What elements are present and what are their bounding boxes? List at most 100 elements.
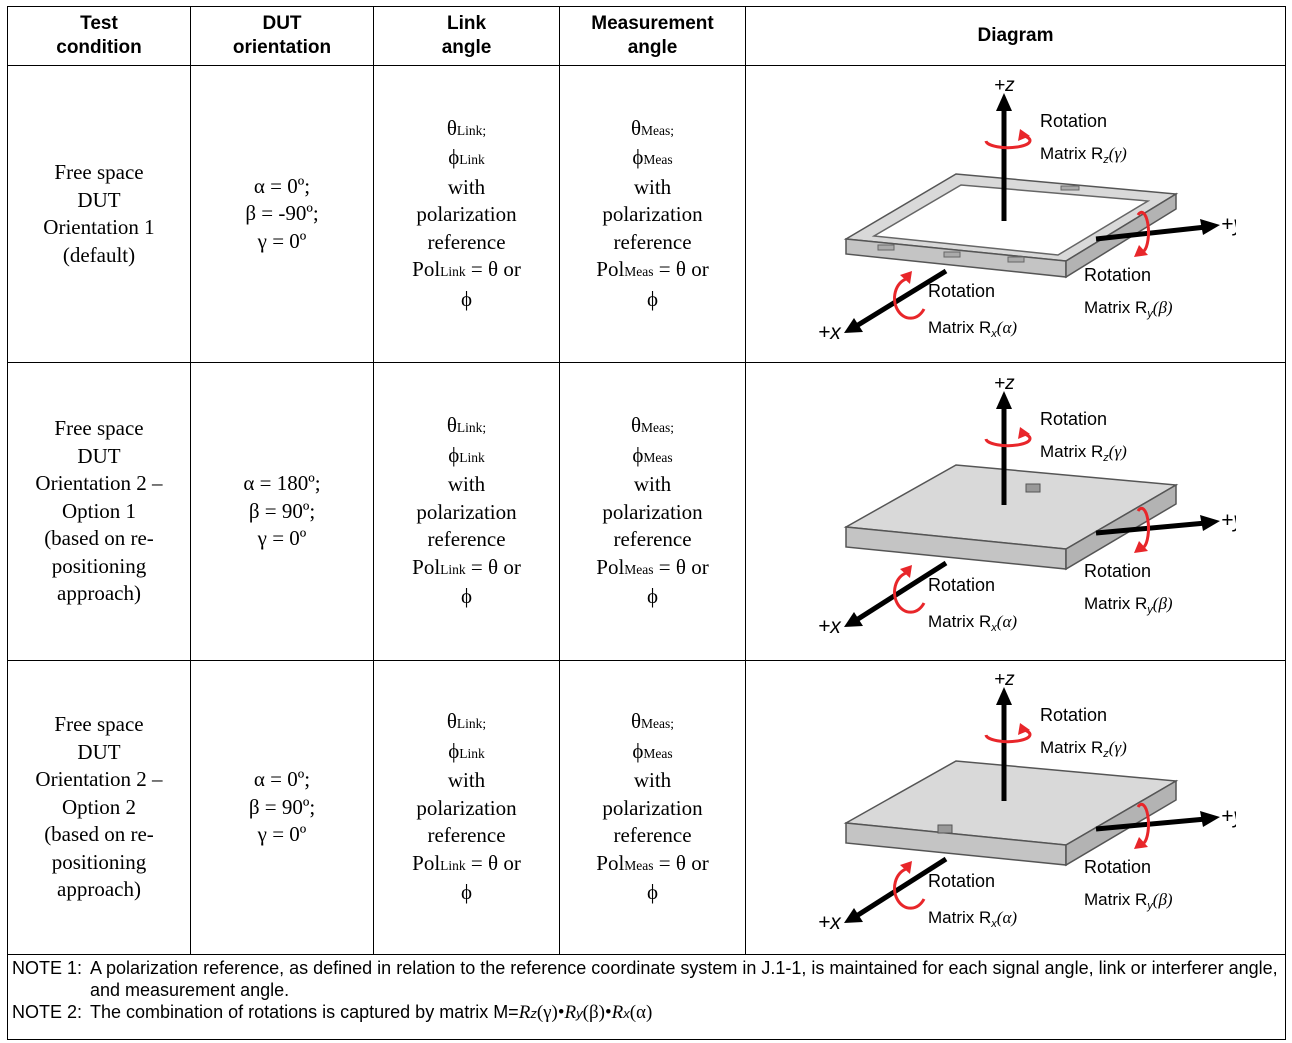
rotation-y-label: Rotation — [1084, 857, 1151, 877]
device-screen — [871, 184, 1150, 256]
device-camera — [1025, 483, 1040, 492]
z-arrowhead — [995, 390, 1012, 409]
header-test-condition: Test condition — [7, 6, 191, 66]
table-row: Free space DUT Orientation 1 (default) α = … — [7, 65, 1286, 363]
dut-orientation-cell: α = 0º; β = -90º; γ = 0º — [190, 65, 374, 363]
y-axis — [1095, 520, 1206, 535]
rotation-y-arrowhead — [1133, 245, 1148, 257]
header-diagram: Diagram — [745, 6, 1286, 66]
rotation-x-icon — [892, 571, 925, 614]
rotation-y-icon — [1136, 210, 1150, 253]
y-axis-label: +y — [1221, 213, 1236, 236]
y-axis-label: +y — [1221, 805, 1236, 828]
orientation-diagram-1: +z +y +x Rotation Matrix Rz(γ) Rotation … — [818, 79, 1236, 344]
matrix-z-label: Matrix Rz(γ) — [1040, 144, 1127, 166]
rotation-x-arrowhead — [899, 564, 912, 578]
y-axis — [1095, 816, 1206, 831]
notes-row: NOTE 1: A polarization reference, as def… — [7, 954, 1286, 1040]
link-angle-cell: θLink; ϕLink with polarization reference… — [373, 362, 560, 661]
rotation-z-arrowhead — [1017, 129, 1030, 141]
orientation-diagram-2: +z +y +x Rotation Matrix Rz(γ) Rotation … — [818, 377, 1236, 638]
orientation-table: Test condition DUT orientation Link angle M… — [7, 6, 1286, 1040]
x-arrowhead — [843, 318, 863, 333]
x-axis-label: +x — [818, 911, 842, 934]
y-axis-label: +y — [1221, 509, 1236, 532]
x-axis — [856, 856, 947, 917]
y-arrowhead — [1199, 219, 1220, 235]
matrix-y-label: Matrix Ry(β) — [1084, 298, 1173, 320]
rotation-x-arrowhead — [899, 271, 912, 284]
link-angle-cell: θLink; ϕLink with polarization reference… — [373, 660, 560, 955]
rotation-x-arrowhead — [899, 860, 912, 874]
note-2: NOTE 2: The combination of rotations is … — [12, 1002, 653, 1023]
rotation-z-icon — [984, 431, 1031, 447]
diagram-cell: +z +y +x Rotation Matrix Rz(γ) Rotation … — [745, 65, 1286, 363]
diagram-cell: +z +y +x Rotation Matrix Rz(γ) Rotation … — [745, 362, 1286, 661]
x-axis-label: +x — [818, 321, 842, 344]
rotation-z-label: Rotation — [1040, 111, 1107, 131]
header-link-angle: Link angle — [373, 6, 560, 66]
table-row: Free space DUT Orientation 2 – Option 2 (bas… — [7, 660, 1286, 955]
header-row: Test condition DUT orientation Link angle M… — [7, 6, 1286, 66]
notes-cell: NOTE 1: A polarization reference, as def… — [7, 954, 1286, 1040]
y-axis — [1095, 224, 1206, 242]
rotation-z-arrowhead — [1017, 426, 1030, 439]
rotation-z-label: Rotation — [1040, 705, 1107, 725]
z-axis-label: +z — [994, 377, 1015, 394]
rotation-x-label: Rotation — [928, 871, 995, 891]
device-button — [877, 244, 894, 251]
rotation-y-arrowhead — [1133, 540, 1148, 553]
link-angle-cell: θLink; ϕLink with polarization reference… — [373, 65, 560, 363]
orientation-diagram-3: +z +y +x Rotation Matrix Rz(γ) Rotation … — [818, 673, 1236, 934]
measurement-angle-cell: θMeas; ϕMeas with polarization reference… — [559, 660, 746, 955]
matrix-y-label: Matrix Ry(β) — [1084, 890, 1173, 912]
rotation-x-icon — [892, 277, 925, 320]
matrix-x-label: Matrix Rx(α) — [928, 318, 1017, 340]
device-right — [1064, 779, 1177, 866]
rotation-z-icon — [984, 727, 1031, 743]
rotation-x-label: Rotation — [928, 575, 995, 595]
rotation-z-arrowhead — [1017, 722, 1030, 735]
y-arrowhead — [1199, 514, 1220, 531]
measurement-angle-cell: θMeas; ϕMeas with polarization reference… — [559, 65, 746, 363]
matrix-x-label: Matrix Rx(α) — [928, 612, 1017, 634]
device-button — [1007, 256, 1024, 263]
device-right — [1064, 483, 1177, 570]
device-camera — [937, 824, 952, 833]
diagram-cell: +z +y +x Rotation Matrix Rz(γ) Rotation … — [745, 660, 1286, 955]
z-axis-label: +z — [994, 79, 1015, 96]
matrix-z-label: Matrix Rz(γ) — [1040, 738, 1127, 760]
test-condition-cell: Free space DUT Orientation 1 (default) — [7, 65, 191, 363]
rotation-z-icon — [984, 133, 1031, 150]
z-axis-label: +z — [994, 673, 1015, 690]
dut-orientation-cell: α = 180º; β = 90º; γ = 0º — [190, 362, 374, 661]
matrix-x-label: Matrix Rx(α) — [928, 908, 1017, 930]
test-condition-cell: Free space DUT Orientation 2 – Option 2 (bas… — [7, 660, 191, 955]
z-arrowhead — [995, 686, 1012, 705]
rotation-x-label: Rotation — [928, 281, 995, 301]
rotation-y-icon — [1136, 802, 1150, 844]
z-arrowhead — [995, 93, 1012, 111]
x-arrowhead — [843, 907, 863, 923]
rotation-y-arrowhead — [1133, 836, 1148, 849]
rotation-z-label: Rotation — [1040, 409, 1107, 429]
device-button — [943, 251, 960, 258]
header-dut-orientation: DUT orientation — [190, 6, 374, 66]
measurement-angle-cell: θMeas; ϕMeas with polarization reference… — [559, 362, 746, 661]
x-axis-label: +x — [818, 615, 842, 638]
rotation-x-icon — [892, 867, 925, 910]
rotation-y-icon — [1136, 506, 1150, 548]
rotation-y-label: Rotation — [1084, 561, 1151, 581]
rotation-y-label: Rotation — [1084, 265, 1151, 285]
header-measurement-angle: Measurement angle — [559, 6, 746, 66]
note-1: NOTE 1: A polarization reference, as def… — [12, 958, 1278, 1000]
device-speaker — [1060, 185, 1079, 191]
matrix-z-label: Matrix Rz(γ) — [1040, 442, 1127, 464]
dut-orientation-cell: α = 0º; β = 90º; γ = 0º — [190, 660, 374, 955]
x-arrowhead — [843, 611, 863, 627]
table-row: Free space DUT Orientation 2 – Option 1 (bas… — [7, 362, 1286, 661]
matrix-y-label: Matrix Ry(β) — [1084, 594, 1173, 616]
x-axis — [856, 560, 947, 621]
test-condition-cell: Free space DUT Orientation 2 – Option 1 (bas… — [7, 362, 191, 661]
y-arrowhead — [1199, 810, 1220, 827]
